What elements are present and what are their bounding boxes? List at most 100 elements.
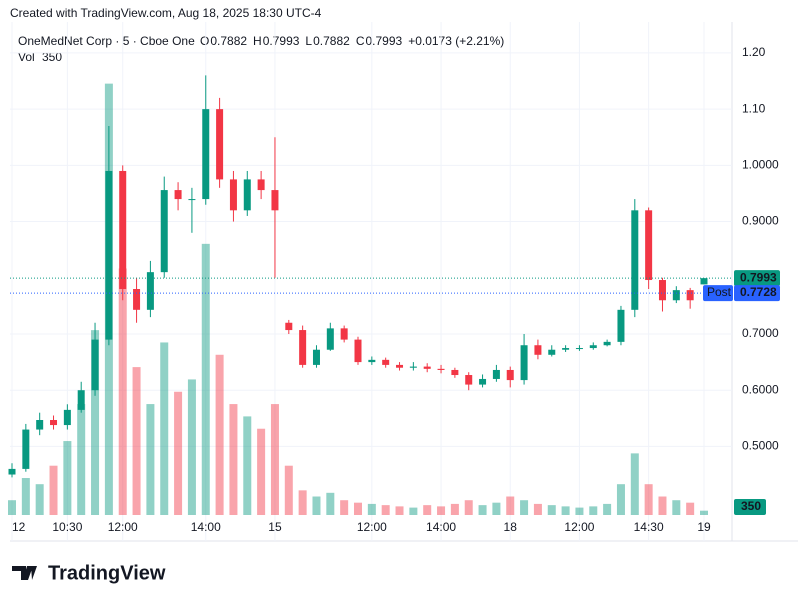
candle-body xyxy=(396,364,404,368)
candle-body xyxy=(548,349,556,355)
candle-body xyxy=(368,359,376,363)
volume-bar xyxy=(464,500,473,515)
legend-volume: 350 xyxy=(42,50,62,64)
volume-bar xyxy=(174,391,183,515)
volume-tag-label: 350 xyxy=(741,499,761,513)
x-tick-label: 10:30 xyxy=(52,520,82,534)
candle-body xyxy=(658,280,666,301)
candle-body xyxy=(506,369,514,381)
x-tick-label: 12:00 xyxy=(357,520,387,534)
last-price-label: 0.7993 xyxy=(740,270,777,284)
y-tick-label: 0.5000 xyxy=(742,439,779,453)
candle-body xyxy=(340,328,348,340)
y-tick-label: 0.7000 xyxy=(742,326,779,340)
volume-bar xyxy=(603,503,612,515)
volume-bar xyxy=(367,503,376,515)
candle-body xyxy=(479,378,487,385)
volume-bar xyxy=(63,441,72,515)
volume-bar xyxy=(298,490,307,515)
volume-bar xyxy=(478,505,487,515)
legend-value: 0.7993 xyxy=(365,34,402,48)
candle-body xyxy=(575,348,583,350)
volume-bar xyxy=(354,502,362,515)
volume-bar xyxy=(644,484,653,515)
candle-body xyxy=(382,359,390,365)
volume-bar xyxy=(575,507,584,515)
volume-legend-label: Vol xyxy=(18,50,35,64)
x-tick-label: 14:00 xyxy=(426,520,456,534)
legend-value: 0.7882 xyxy=(313,34,350,48)
x-tick-label: 12:00 xyxy=(108,520,138,534)
logo-mark xyxy=(12,566,37,580)
x-tick-label: 18 xyxy=(504,520,518,534)
candle-body xyxy=(631,210,639,310)
volume-bar xyxy=(201,243,210,515)
brand: TradingView xyxy=(48,562,166,584)
brand-logo xyxy=(12,566,37,580)
volume-bar xyxy=(132,367,141,515)
candle-body xyxy=(202,109,210,200)
volume-bar xyxy=(340,500,349,515)
volume-bar xyxy=(270,404,279,515)
volume-bar xyxy=(423,505,432,515)
volume-bar xyxy=(672,500,681,515)
candle-body xyxy=(133,289,141,310)
candle-body xyxy=(603,341,611,346)
candle-body xyxy=(686,290,694,301)
y-tick-label: 0.9000 xyxy=(742,214,779,228)
volume-bar xyxy=(520,500,529,515)
volume-bar xyxy=(21,478,30,515)
candle-body xyxy=(146,272,154,310)
candle-body xyxy=(326,328,334,350)
post-tag xyxy=(703,285,733,302)
volume-bar xyxy=(561,506,570,515)
candle-body xyxy=(216,109,224,180)
candle-body xyxy=(617,309,625,342)
volume-bar xyxy=(160,342,169,515)
volume-bar xyxy=(146,404,155,515)
candle-body xyxy=(672,290,680,301)
candle-body xyxy=(354,339,362,363)
volume-bar xyxy=(658,496,667,515)
volume-bar xyxy=(437,506,446,515)
post-label: Post xyxy=(707,285,732,299)
volume-tag xyxy=(734,499,766,515)
candle-body xyxy=(437,368,445,370)
candle-body xyxy=(77,390,85,410)
x-tick-label: 14:00 xyxy=(191,520,221,534)
candle-body xyxy=(243,179,251,211)
candle-body xyxy=(22,429,30,469)
legend-key: O xyxy=(200,34,209,48)
candle-body xyxy=(423,366,431,369)
candle-body xyxy=(409,366,417,368)
header: Created with TradingView.com, Aug 18, 20… xyxy=(10,6,322,20)
volume-bar xyxy=(616,484,625,515)
candle-body xyxy=(534,345,542,355)
candle-body xyxy=(700,278,708,285)
candle-body xyxy=(645,210,653,281)
candle-body xyxy=(299,330,307,365)
x-tick-label: 12 xyxy=(12,520,26,534)
last-price-tag xyxy=(734,270,780,287)
volume-bar xyxy=(77,404,86,515)
volume-bar xyxy=(187,379,196,515)
chart-title: OneMedNet Corp · 5 · Cboe One xyxy=(18,34,195,48)
candle-body xyxy=(91,339,99,391)
candle-body xyxy=(312,349,320,365)
legend-value: 0.7882 xyxy=(210,34,247,48)
volume-bar xyxy=(630,453,639,515)
volume-bar xyxy=(49,465,58,515)
legend-key: C xyxy=(356,34,365,48)
candle-body xyxy=(229,179,237,211)
y-tick-label: 1.10 xyxy=(742,101,766,115)
volume-bar xyxy=(381,505,390,515)
volume-bar xyxy=(409,507,418,515)
y-tick-label: 1.20 xyxy=(742,45,766,59)
legend-key: L xyxy=(305,34,312,48)
volume-bar xyxy=(492,502,501,515)
volume-bar xyxy=(395,506,404,515)
y-tick-label: 0.6000 xyxy=(742,382,779,396)
volume-bar xyxy=(312,496,321,515)
candle-body xyxy=(160,190,168,273)
